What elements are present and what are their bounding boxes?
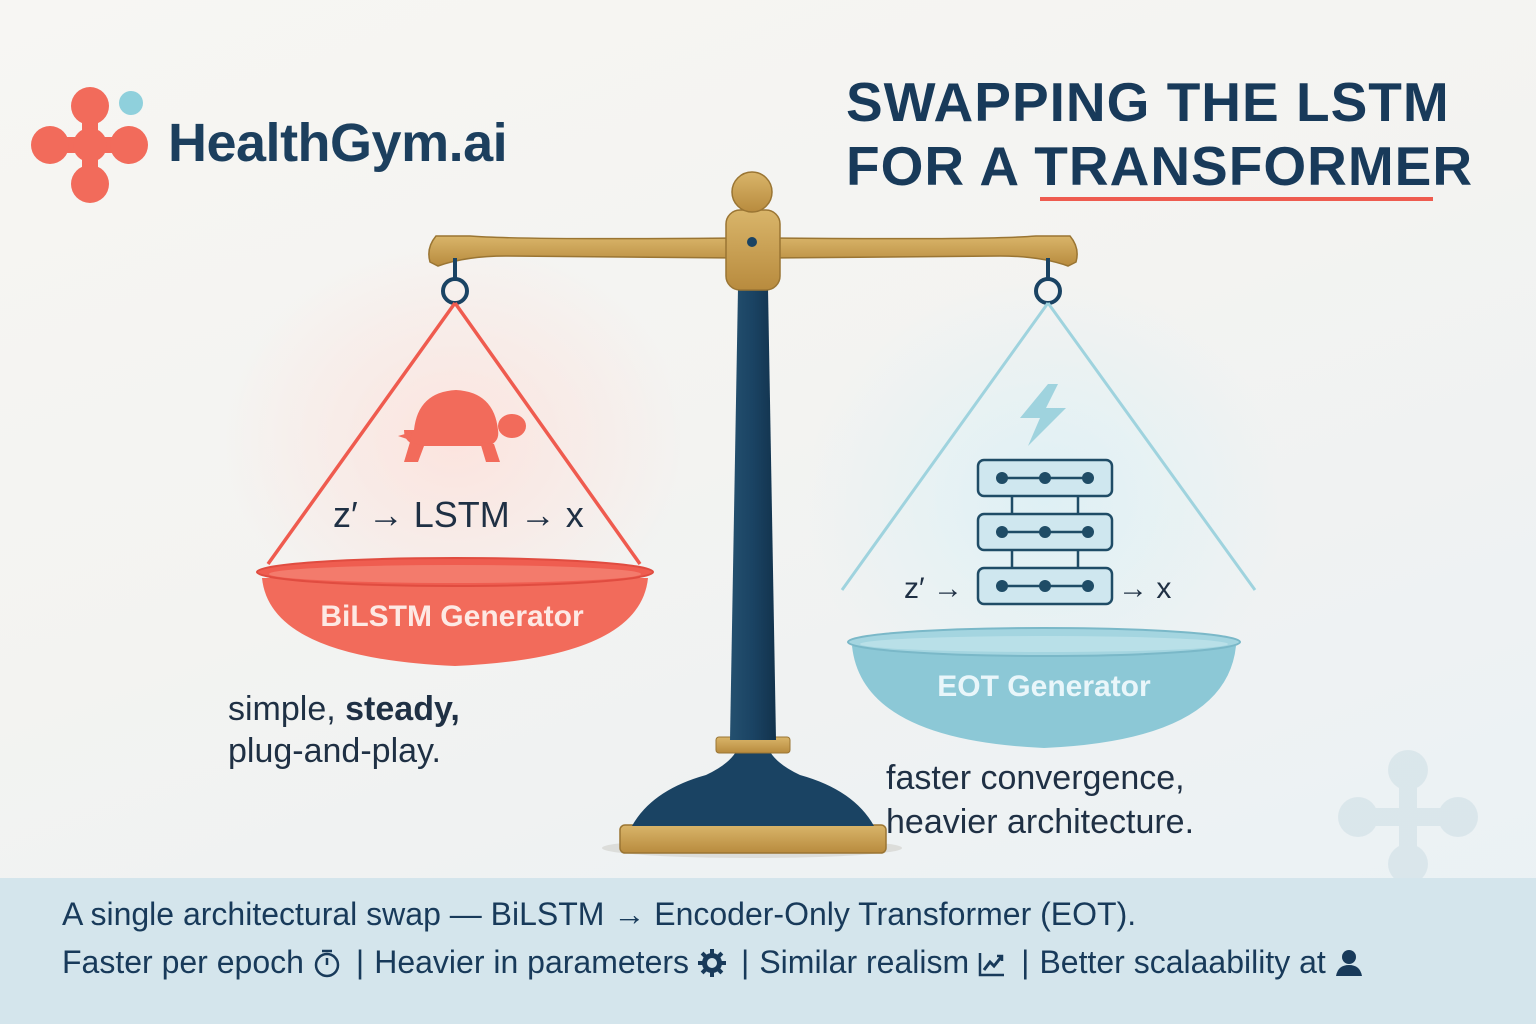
healthgym-logo-icon	[31, 87, 148, 203]
watermark-logo-icon	[1338, 750, 1478, 884]
eot-formula-input: z′ →	[904, 572, 963, 605]
lstm-formula: z′ → LSTM → x	[333, 494, 584, 535]
footer-item-realism: Similar realism	[759, 944, 970, 980]
right-pan	[847, 627, 1241, 748]
eot-note-line1: faster convergence,	[886, 759, 1185, 797]
page-title: SWAPPING THE LSTM FOR A TRANSFORMER	[846, 70, 1474, 198]
right-hanger	[840, 258, 1257, 591]
left-hanger	[266, 258, 642, 566]
brand-name: HealthGym.ai	[168, 113, 508, 173]
bilstm-note-line2: plug-and-play.	[228, 732, 441, 770]
footer-tradeoffs: Faster per epoch | Heavier in parameters…	[62, 944, 1364, 981]
scale-beam	[428, 171, 1078, 291]
bilstm-note-plain: simple,	[228, 690, 346, 728]
footer-separator: |	[1021, 944, 1030, 980]
title-line-1: SWAPPING THE LSTM	[846, 71, 1450, 133]
footer-banner	[0, 878, 1536, 1024]
left-pan	[256, 557, 654, 666]
scale-base	[619, 736, 887, 854]
eot-note: faster convergence, heavier architecture…	[886, 756, 1194, 844]
eot-formula-output: → x	[1118, 572, 1172, 605]
title-line-2: FOR A TRANSFORMER	[846, 135, 1474, 197]
lightning-icon	[1020, 384, 1066, 446]
footer-item-scalability: Better scalaability at	[1039, 944, 1326, 980]
transformer-stack-icon	[976, 458, 1114, 606]
person-icon	[1335, 949, 1362, 976]
eot-note-line2: heavier architecture.	[886, 803, 1195, 841]
trend-chart-icon	[978, 952, 1005, 976]
scale-pole	[730, 288, 776, 740]
bilstm-generator-label: BiLSTM Generator	[320, 600, 584, 633]
gear-icon	[698, 948, 727, 977]
footer-separator: |	[355, 944, 365, 980]
footer-separator: |	[741, 944, 750, 980]
turtle-icon	[398, 390, 526, 462]
stopwatch-icon	[314, 949, 340, 977]
footer-item-params: Heavier in parameters	[374, 944, 690, 980]
footer-summary: A single architectural swap — BiLSTM → E…	[62, 896, 1137, 932]
footer-item-speed: Faster per epoch	[62, 944, 304, 980]
bilstm-note-bold: steady,	[345, 690, 460, 728]
bilstm-note: simple, steady, plug-and-play.	[228, 688, 460, 772]
eot-generator-label: EOT Generator	[937, 670, 1151, 703]
title-underline	[1040, 197, 1433, 201]
